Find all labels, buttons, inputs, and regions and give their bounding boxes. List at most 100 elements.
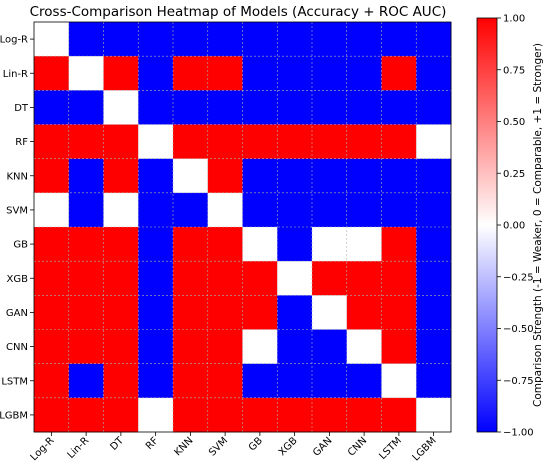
heatmap-cell xyxy=(416,363,452,399)
colorbar-tick-label: −0.75 xyxy=(503,376,534,387)
heatmap-cell xyxy=(381,397,417,433)
row-labels: Log-R Lin-R DT RF KNN SVM GB XGB GAN CNN LSTM LGBM xyxy=(0,35,34,421)
heatmap-cell xyxy=(381,261,417,296)
heatmap-cell xyxy=(68,363,104,399)
colorbar-tick-label: 0.00 xyxy=(503,221,525,232)
heatmap-cell xyxy=(138,56,174,91)
heatmap-cell xyxy=(173,158,209,194)
heatmap-cell xyxy=(312,192,348,228)
row-label: GAN xyxy=(6,308,28,319)
heatmap-cell xyxy=(416,329,452,365)
column-label: GAN xyxy=(311,435,334,458)
heatmap-cell xyxy=(277,158,313,194)
heatmap-cell xyxy=(312,22,348,57)
heatmap-cell xyxy=(416,192,452,228)
heatmap-cell xyxy=(34,329,70,365)
column-label: Log-R xyxy=(29,435,57,463)
row-label: LSTM xyxy=(1,376,28,387)
column-label: LSTM xyxy=(377,435,404,462)
heatmap-cell xyxy=(416,22,452,57)
column-label: XGB xyxy=(277,435,300,458)
heatmap-cell xyxy=(103,295,139,330)
heatmap-cell xyxy=(207,295,243,330)
heatmap-cell xyxy=(173,192,209,228)
heatmap-cell xyxy=(312,329,348,365)
colorbar-tick-label: 1.00 xyxy=(503,14,525,25)
column-label: LGBM xyxy=(411,435,439,463)
heatmap-cell xyxy=(277,397,313,433)
row-label: GB xyxy=(13,240,28,251)
heatmap-cell xyxy=(34,363,70,399)
row-label: RF xyxy=(15,137,28,148)
heatmap-cell xyxy=(207,227,243,262)
heatmap-cell xyxy=(207,124,243,160)
heatmap-cell xyxy=(103,397,139,433)
heatmap-cell xyxy=(138,124,174,160)
heatmap-grid xyxy=(33,21,452,433)
heatmap-cell xyxy=(34,158,70,194)
heatmap-cell xyxy=(68,295,104,330)
colorbar-tick-label: −0.50 xyxy=(503,324,534,335)
heatmap-cell xyxy=(138,192,174,228)
heatmap-cell xyxy=(346,56,382,91)
column-label: GB xyxy=(247,435,265,453)
heatmap-cell xyxy=(68,397,104,433)
heatmap-cell xyxy=(277,192,313,228)
row-label: DT xyxy=(14,103,29,114)
heatmap-cell xyxy=(138,295,174,330)
heatmap-cell xyxy=(103,363,139,399)
row-label: XGB xyxy=(7,274,29,285)
heatmap-cell xyxy=(207,22,243,57)
column-label: RF xyxy=(144,435,161,452)
heatmap-cell xyxy=(207,56,243,91)
row-label: CNN xyxy=(6,342,28,353)
heatmap-cell xyxy=(242,56,278,91)
heatmap-cell xyxy=(416,158,452,194)
row-label: SVM xyxy=(6,205,28,216)
heatmap-cell xyxy=(277,329,313,365)
heatmap-cell xyxy=(312,90,348,125)
column-label: KNN xyxy=(172,435,195,458)
heatmap-cell xyxy=(277,90,313,125)
heatmap-cell xyxy=(346,90,382,125)
row-label: LGBM xyxy=(0,410,28,421)
heatmap-cell xyxy=(346,363,382,399)
heatmap-cell xyxy=(312,56,348,91)
heatmap-cell xyxy=(173,329,209,365)
heatmap-cell xyxy=(242,192,278,228)
heatmap-cell xyxy=(416,261,452,296)
heatmap-cell xyxy=(242,227,278,262)
row-label: Log-R xyxy=(0,35,28,46)
heatmap-cell xyxy=(277,22,313,57)
heatmap-cell xyxy=(277,363,313,399)
heatmap-cell xyxy=(103,22,139,57)
column-label: Lin-R xyxy=(66,435,92,461)
heatmap-cell xyxy=(207,90,243,125)
heatmap-cell xyxy=(242,295,278,330)
heatmap-cell xyxy=(277,124,313,160)
colorbar-tick-label: 0.75 xyxy=(503,65,525,76)
colorbar-tick-label: 0.25 xyxy=(503,169,525,180)
heatmap-cell xyxy=(312,295,348,330)
heatmap-cell xyxy=(34,261,70,296)
plot-frame xyxy=(33,21,452,433)
heatmap-cell xyxy=(173,56,209,91)
heatmap-cell xyxy=(346,22,382,57)
heatmap-cell xyxy=(138,261,174,296)
heatmap-cell xyxy=(381,295,417,330)
heatmap-cell xyxy=(207,329,243,365)
heatmap-cell xyxy=(381,227,417,262)
heatmap-cell xyxy=(103,261,139,296)
colorbar-gradient xyxy=(476,17,498,433)
heatmap-cell xyxy=(381,158,417,194)
heatmap-cell xyxy=(381,22,417,57)
heatmap-cell xyxy=(173,397,209,433)
heatmap-cell xyxy=(242,158,278,194)
heatmap-cell xyxy=(103,124,139,160)
heatmap-cell xyxy=(381,56,417,91)
heatmap-cell xyxy=(34,22,70,57)
heatmap-cell xyxy=(68,227,104,262)
heatmap-cell xyxy=(103,56,139,91)
heatmap-cell xyxy=(173,261,209,296)
